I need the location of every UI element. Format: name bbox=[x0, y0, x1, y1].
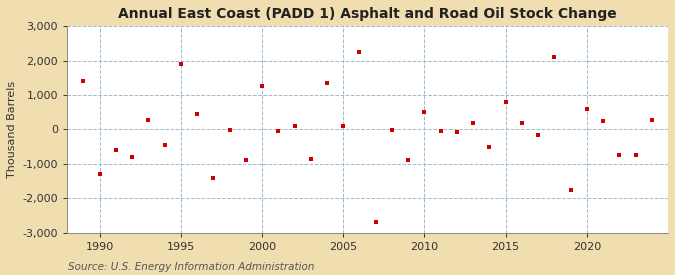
Point bbox=[305, 156, 316, 161]
Point bbox=[647, 118, 657, 122]
Point bbox=[321, 81, 332, 85]
Point bbox=[192, 112, 202, 116]
Point bbox=[533, 132, 543, 137]
Point bbox=[176, 62, 186, 66]
Point bbox=[289, 124, 300, 128]
Point bbox=[95, 172, 105, 176]
Point bbox=[256, 84, 267, 89]
Point bbox=[549, 55, 560, 59]
Point bbox=[111, 148, 122, 152]
Point bbox=[403, 158, 414, 163]
Point bbox=[338, 124, 349, 128]
Point bbox=[78, 79, 89, 84]
Y-axis label: Thousand Barrels: Thousand Barrels bbox=[7, 81, 17, 178]
Point bbox=[159, 143, 170, 147]
Point bbox=[452, 130, 462, 134]
Point bbox=[419, 110, 430, 114]
Point bbox=[516, 120, 527, 125]
Point bbox=[208, 175, 219, 180]
Point bbox=[143, 118, 154, 122]
Point bbox=[435, 129, 446, 133]
Point bbox=[565, 187, 576, 192]
Point bbox=[240, 158, 251, 163]
Point bbox=[468, 120, 479, 125]
Point bbox=[387, 128, 398, 133]
Point bbox=[484, 144, 495, 149]
Point bbox=[354, 50, 365, 54]
Text: Source: U.S. Energy Information Administration: Source: U.S. Energy Information Administ… bbox=[68, 262, 314, 272]
Point bbox=[581, 107, 592, 111]
Point bbox=[630, 153, 641, 157]
Title: Annual East Coast (PADD 1) Asphalt and Road Oil Stock Change: Annual East Coast (PADD 1) Asphalt and R… bbox=[118, 7, 617, 21]
Point bbox=[224, 128, 235, 133]
Point bbox=[614, 153, 625, 157]
Point bbox=[500, 100, 511, 104]
Point bbox=[273, 129, 284, 133]
Point bbox=[597, 119, 608, 123]
Point bbox=[371, 220, 381, 224]
Point bbox=[127, 155, 138, 159]
